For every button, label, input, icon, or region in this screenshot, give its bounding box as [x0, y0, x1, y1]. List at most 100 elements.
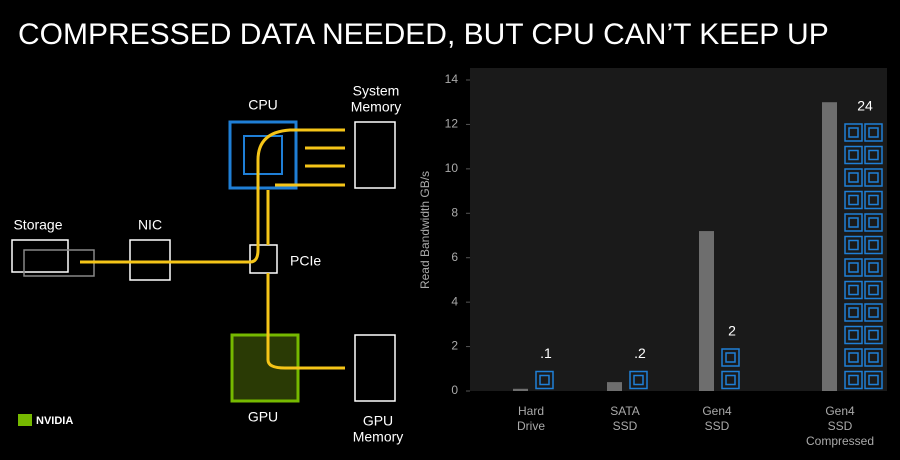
- core-stack: [844, 123, 883, 390]
- cpu-chip: [228, 120, 298, 190]
- cpu-core-icon: [864, 258, 883, 277]
- bar: [607, 382, 622, 391]
- system-memory-label: System: [353, 83, 400, 99]
- cpu-core-icon: [848, 127, 859, 138]
- data-path: [80, 128, 345, 264]
- cpu-core-icon: [864, 370, 883, 390]
- cpu-core-icon: [848, 262, 859, 273]
- cpu-core-icon: [629, 370, 648, 390]
- diagram: Storage NIC CPU System Memory PCIe GPU G…: [11, 83, 404, 445]
- y-tick-label: 14: [445, 72, 459, 86]
- y-tick-label: 0: [451, 383, 458, 397]
- value-label: .2: [634, 345, 646, 361]
- bar: [513, 388, 528, 391]
- cpu-core-icon: [848, 284, 859, 296]
- cpu-core-icon: [868, 307, 879, 318]
- cpu-core-icon: [721, 348, 740, 367]
- cpu-core-icon: [868, 329, 879, 341]
- cpu-core-icon: [844, 258, 863, 277]
- y-axis-label: Read Bandwidth GB/s: [418, 171, 432, 289]
- cpu-core-icon: [864, 190, 883, 210]
- gpu-memory-label: Memory: [353, 429, 404, 445]
- cpu-core-icon: [848, 352, 859, 363]
- cpu-core-icon: [844, 190, 863, 210]
- x-tick-label: Gen4 SSD: [702, 404, 732, 433]
- cpu-core-icon: [844, 145, 863, 165]
- y-tick-label: 2: [451, 339, 458, 353]
- cpu-core-icon: [868, 194, 879, 206]
- cpu-core-icon: [864, 325, 883, 345]
- y-tick-label: 6: [451, 250, 458, 264]
- cpu-core: [243, 135, 283, 175]
- cpu-core-icon: [864, 123, 883, 142]
- cpu-core-icon: [868, 172, 879, 183]
- value-label: 24: [857, 98, 873, 114]
- x-tick-label: SATA SSD: [610, 404, 640, 433]
- x-tick-label: Hard Drive: [517, 404, 545, 433]
- system-memory-module: [354, 121, 396, 189]
- cpu-core-icon: [844, 168, 863, 187]
- logo: NVIDIA: [36, 415, 73, 427]
- cpu-core-icon: [868, 262, 879, 273]
- slide-title: COMPRESSED DATA NEEDED, BUT CPU CAN’T KE…: [18, 18, 829, 51]
- cpu-core-icon: [844, 280, 863, 300]
- cpu-core-icon: [868, 149, 879, 161]
- cpu-core-icon: [864, 168, 883, 187]
- cpu-core-icon: [868, 217, 879, 228]
- core-stack: [629, 370, 648, 390]
- y-tick-label: 8: [451, 205, 458, 219]
- cpu-core-icon: [848, 374, 859, 386]
- system-memory-label: Memory: [351, 99, 402, 115]
- plot-area: [470, 68, 887, 391]
- cpu-core-icon: [868, 352, 879, 363]
- cpu-core-icon: [725, 374, 736, 386]
- nic-label: NIC: [138, 217, 162, 233]
- cpu-core-icon: [844, 123, 863, 142]
- bar: [822, 102, 837, 391]
- cpu-core-icon: [721, 370, 740, 390]
- cpu-core-icon: [864, 235, 883, 255]
- logo-mark: [18, 414, 32, 426]
- cpu-core-icon: [848, 149, 859, 161]
- core-stack: [721, 348, 740, 390]
- nic-box: [129, 239, 171, 281]
- cpu-core-icon: [844, 325, 863, 345]
- cpu-core-icon: [844, 235, 863, 255]
- cpu-core-icon: [848, 239, 859, 251]
- cpu-core-icon: [535, 370, 554, 390]
- y-tick-label: 12: [445, 117, 459, 131]
- gpu-memory-module: [354, 334, 396, 402]
- pcie-label: PCIe: [290, 253, 321, 269]
- cpu-core-icon: [864, 145, 883, 165]
- cpu-core-icon: [868, 127, 879, 138]
- gpu-label: GPU: [248, 409, 278, 425]
- pcie-box: [249, 244, 278, 274]
- storage-card: [11, 239, 69, 273]
- y-tick-label: 10: [445, 161, 459, 175]
- cpu-core-icon: [539, 374, 550, 386]
- cpu-label: CPU: [248, 97, 278, 113]
- cpu-core-icon: [844, 370, 863, 390]
- value-label: 2: [728, 323, 736, 339]
- data-path: [266, 146, 345, 370]
- cpu-core-icon: [868, 284, 879, 296]
- cpu-core-icon: [864, 303, 883, 322]
- cpu-core-icon: [633, 374, 644, 386]
- value-label: .1: [540, 345, 552, 361]
- cpu-core-icon: [864, 348, 883, 367]
- cpu-core-icon: [844, 213, 863, 232]
- cpu-core-icon: [848, 217, 859, 228]
- core-stack: [535, 370, 554, 390]
- y-tick-label: 4: [451, 294, 458, 308]
- cpu-core-icon: [844, 303, 863, 322]
- x-tick-label: Gen4 SSD Compressed: [806, 404, 874, 448]
- cpu-core-icon: [848, 172, 859, 183]
- bar: [699, 231, 714, 391]
- cpu-core-icon: [864, 280, 883, 300]
- cpu-core-icon: [848, 329, 859, 341]
- cpu-core-icon: [848, 194, 859, 206]
- cpu-core-icon: [868, 239, 879, 251]
- cpu-core-icon: [848, 307, 859, 318]
